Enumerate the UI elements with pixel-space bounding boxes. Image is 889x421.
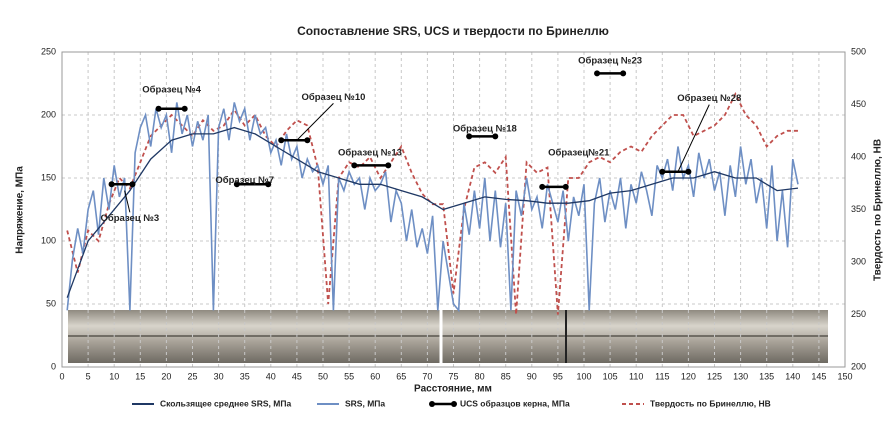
x-tick-label: 55	[344, 371, 354, 381]
x-tick-label: 105	[603, 371, 618, 381]
x-tick-label: 130	[733, 371, 748, 381]
y2-axis-title: Твердость по Бринеллю, НВ	[873, 139, 884, 281]
legend-swatch	[451, 401, 457, 407]
x-tick-label: 85	[501, 371, 511, 381]
annotation: Образец №10	[301, 92, 365, 103]
x-tick-label: 0	[59, 371, 64, 381]
x-tick-label: 115	[655, 371, 669, 381]
ucs-end	[129, 181, 135, 187]
x-tick-label: 75	[448, 371, 458, 381]
legend-label: Скользящее среднее SRS, МПа	[160, 398, 291, 408]
x-tick-label: 45	[292, 371, 302, 381]
ucs-end	[659, 169, 665, 175]
ucs-end	[156, 106, 162, 112]
x-tick-label: 50	[318, 371, 328, 381]
x-tick-label: 145	[811, 371, 826, 381]
legend-swatch	[429, 401, 435, 407]
x-tick-label: 150	[837, 371, 852, 381]
y2-tick-label: 350	[851, 204, 866, 214]
annotation: Образец №3	[101, 213, 160, 224]
y-axis-title: Напряжение, МПа	[15, 166, 26, 254]
annotation: Образец №28	[677, 93, 741, 104]
ucs-end	[304, 137, 310, 143]
ucs-end	[351, 162, 357, 168]
x-tick-label: 135	[759, 371, 774, 381]
legend-label: Твердость по Бринеллю, НВ	[650, 398, 771, 408]
y-tick-label: 100	[41, 235, 56, 245]
y2-tick-label: 200	[851, 361, 866, 371]
y2-tick-label: 450	[851, 99, 866, 109]
x-tick-label: 10	[109, 371, 119, 381]
annotation: Образец №23	[578, 55, 642, 66]
y2-tick-label: 500	[851, 46, 866, 56]
ucs-end	[594, 70, 600, 76]
ucs-end	[109, 181, 115, 187]
y-tick-label: 250	[41, 46, 56, 56]
x-tick-label: 65	[396, 371, 406, 381]
x-tick-label: 80	[475, 371, 485, 381]
annotation: Образец №4	[142, 84, 201, 95]
annotation: Образец №13	[338, 147, 402, 158]
y-tick-label: 50	[46, 298, 56, 308]
x-tick-label: 70	[422, 371, 432, 381]
x-tick-label: 95	[553, 371, 563, 381]
x-tick-label: 125	[707, 371, 722, 381]
x-tick-label: 30	[214, 371, 224, 381]
x-tick-label: 90	[527, 371, 537, 381]
ucs-end	[539, 184, 545, 190]
y2-tick-label: 400	[851, 151, 866, 161]
ucs-end	[620, 70, 626, 76]
x-tick-label: 120	[681, 371, 696, 381]
x-tick-label: 40	[266, 371, 276, 381]
y-tick-label: 150	[41, 172, 56, 182]
x-tick-label: 20	[161, 371, 171, 381]
ucs-end	[563, 184, 569, 190]
ucs-end	[278, 137, 284, 143]
x-tick-label: 60	[370, 371, 380, 381]
x-tick-label: 5	[86, 371, 91, 381]
y2-tick-label: 300	[851, 256, 866, 266]
y-tick-label: 0	[51, 361, 56, 371]
x-tick-label: 15	[135, 371, 145, 381]
x-tick-label: 35	[240, 371, 250, 381]
y2-tick-label: 250	[851, 309, 866, 319]
x-tick-label: 110	[629, 371, 643, 381]
y-tick-label: 200	[41, 109, 56, 119]
x-axis-title: Расстояние, мм	[414, 384, 492, 395]
legend-label: SRS, МПа	[345, 398, 385, 408]
ucs-end	[685, 169, 691, 175]
annotation: Образец №18	[453, 123, 517, 134]
legend-label: UCS образцов керна, МПа	[460, 398, 570, 408]
ucs-end	[385, 162, 391, 168]
chart-title: Сопоставление SRS, UCS и твердости по Бр…	[297, 24, 609, 38]
x-tick-label: 25	[187, 371, 197, 381]
annotation: Образец №7	[215, 175, 274, 186]
chart: Сопоставление SRS, UCS и твердости по Бр…	[0, 0, 889, 416]
ucs-end	[182, 106, 188, 112]
x-tick-label: 100	[576, 371, 591, 381]
annotation: Образец№21	[548, 147, 610, 158]
x-tick-label: 140	[785, 371, 800, 381]
